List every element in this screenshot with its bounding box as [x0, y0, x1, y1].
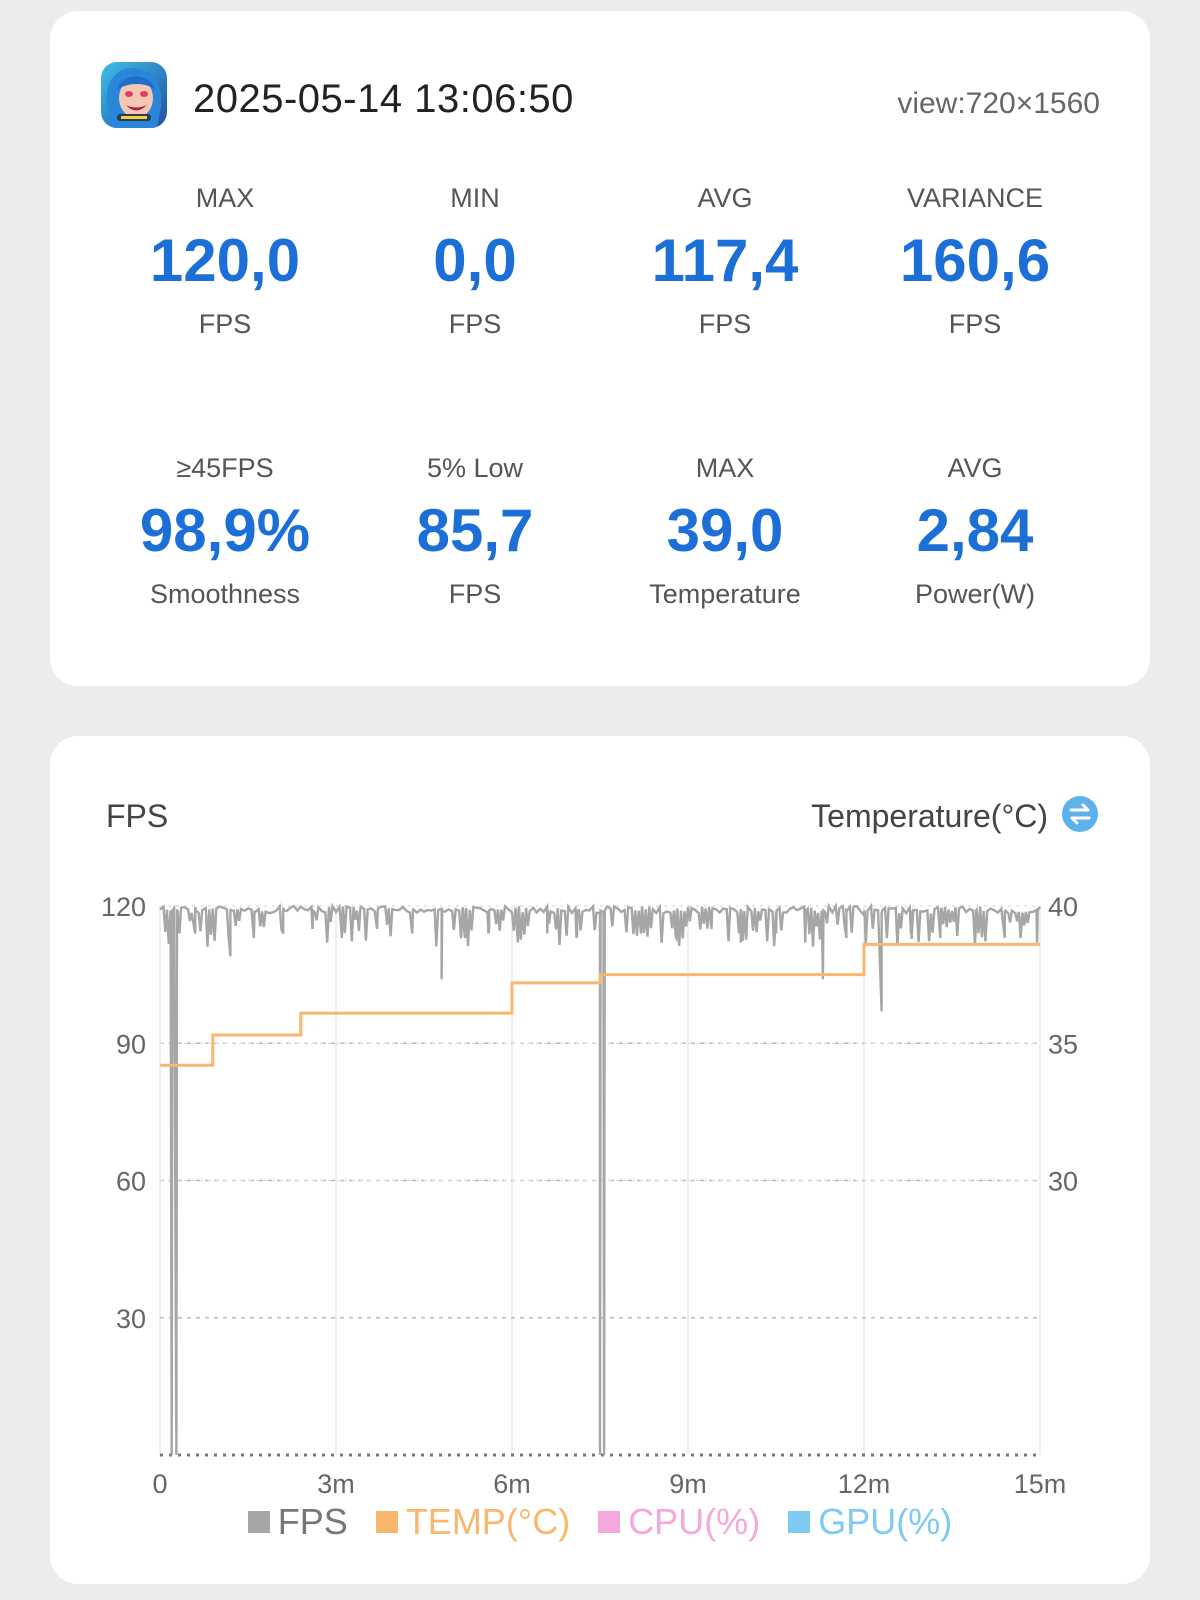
chart-card: FPS Temperature(°C) 0 3m 6m 9m 12m 15m 30 60 90 1…	[50, 736, 1150, 1584]
legend-swatch	[598, 1511, 621, 1533]
stat-avg-power: AVG 2,84 Power(W)	[850, 451, 1100, 611]
y-tick-label: 60	[116, 1167, 146, 1197]
stat-variance: VARIANCE 160,6 FPS	[850, 181, 1100, 341]
stat-label: MAX	[695, 453, 755, 483]
stat-label: ≥45FPS	[176, 453, 274, 483]
x-tick-label: 0	[152, 1469, 167, 1496]
stat-5pct-low: 5% Low 85,7 FPS	[350, 451, 600, 611]
right-axis-title: Temperature(°C)	[811, 798, 1048, 834]
y-tick-label: 120	[101, 892, 146, 922]
swap-axis-button[interactable]	[1062, 796, 1098, 832]
stat-label: VARIANCE	[906, 183, 1044, 213]
stat-unit: Power(W)	[915, 579, 1035, 609]
y2-tick-label: 40	[1048, 892, 1078, 922]
stat-value: 2,84	[916, 497, 1034, 564]
jinx-game-icon	[101, 62, 167, 128]
stat-value: 160,6	[899, 227, 1051, 294]
x-tick-label: 12m	[838, 1469, 891, 1496]
legend-label: GPU(%)	[818, 1501, 953, 1542]
stat-max-fps: MAX 120,0 FPS	[100, 181, 350, 341]
stat-label: AVG	[947, 453, 1003, 483]
fps-series-line	[159, 902, 1042, 1456]
legend-swatch	[247, 1511, 270, 1533]
stat-label: MIN	[450, 183, 500, 213]
stat-unit: FPS	[198, 309, 252, 339]
stat-value: 117,4	[651, 227, 799, 294]
temperature-series-line	[160, 942, 1040, 1067]
view-resolution: view:720×1560	[897, 87, 1100, 120]
legend-swatch	[375, 1511, 398, 1533]
swap-arrows-icon	[1069, 803, 1091, 825]
left-axis-title: FPS	[106, 798, 169, 834]
stat-max-temperature: MAX 39,0 Temperature	[600, 451, 850, 611]
stat-smoothness: ≥45FPS 98,9% Smoothness	[100, 451, 350, 611]
app-icon[interactable]	[101, 62, 167, 128]
stat-label: AVG	[697, 183, 753, 213]
legend-label: FPS	[277, 1501, 348, 1542]
stat-label: 5% Low	[426, 453, 524, 483]
legend-item-temp[interactable]: TEMP(°C)	[375, 1501, 571, 1543]
x-tick-label: 6m	[493, 1469, 531, 1496]
legend-swatch	[788, 1511, 811, 1533]
x-tick-label: 15m	[1014, 1469, 1067, 1496]
legend-label: TEMP(°C)	[405, 1501, 571, 1542]
legend-item-fps[interactable]: FPS	[247, 1501, 348, 1543]
stat-value: 39,0	[666, 497, 784, 564]
stat-avg-fps: AVG 117,4 FPS	[600, 181, 850, 341]
x-tick-label: 9m	[669, 1469, 707, 1496]
x-tick-label: 3m	[317, 1469, 355, 1496]
stat-value: 120,0	[149, 227, 301, 294]
stat-min-fps: MIN 0,0 FPS	[350, 181, 600, 341]
stat-value: 98,9%	[139, 497, 311, 564]
y-tick-label: 90	[116, 1029, 146, 1059]
stat-unit: Smoothness	[149, 579, 301, 609]
summary-card: 2025-05-14 13:06:50 view:720×1560 MAX 12…	[50, 11, 1150, 686]
stat-label: MAX	[195, 183, 255, 213]
stat-unit: FPS	[698, 309, 752, 339]
y2-tick-label: 35	[1048, 1029, 1078, 1059]
stat-unit: FPS	[448, 309, 502, 339]
stat-value: 85,7	[416, 497, 534, 564]
fps-temperature-chart[interactable]: 0 3m 6m 9m 12m 15m 30 60 90 120 30 35 40	[50, 736, 1150, 1496]
stat-value: 0,0	[433, 227, 517, 294]
stat-unit: FPS	[948, 309, 1002, 339]
legend-label: CPU(%)	[628, 1501, 761, 1542]
session-datetime: 2025-05-14 13:06:50	[193, 77, 574, 121]
stat-unit: FPS	[448, 579, 502, 609]
legend-item-cpu[interactable]: CPU(%)	[598, 1501, 760, 1543]
chart-legend: FPS TEMP(°C) CPU(%) GPU(%)	[50, 1499, 1150, 1545]
stat-unit: Temperature	[649, 579, 801, 609]
y-tick-label: 30	[116, 1304, 146, 1334]
y2-tick-label: 30	[1048, 1167, 1078, 1197]
legend-item-gpu[interactable]: GPU(%)	[788, 1501, 952, 1543]
